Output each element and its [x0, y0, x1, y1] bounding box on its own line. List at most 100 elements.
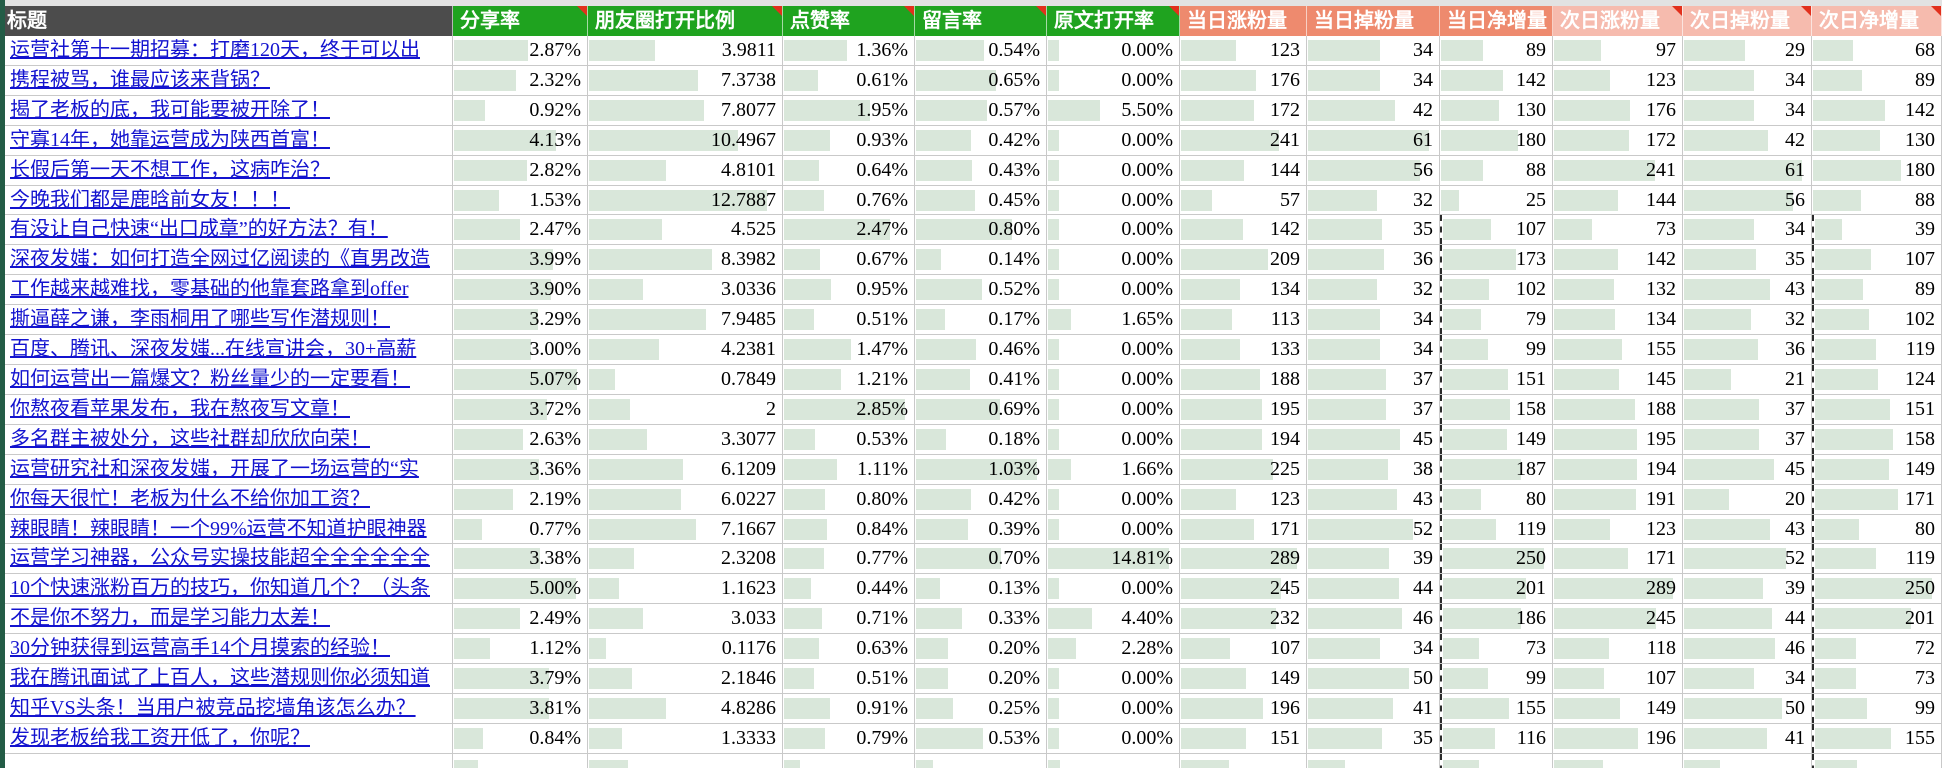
cell-nextday-follow-loss[interactable]: 43 — [1683, 275, 1812, 305]
cell-share-rate[interactable]: 3.79% — [453, 664, 588, 693]
cell-moments-open-ratio[interactable]: 4.8101 — [588, 155, 783, 185]
article-title-link[interactable]: 我在腾讯面试了上百人，这些潜规则你必须知道 — [10, 667, 430, 690]
article-title-link[interactable]: 你每天很忙！老板为什么不给你加工资？ — [10, 487, 370, 510]
cell-day-follow-gain[interactable]: 171 — [1180, 514, 1307, 544]
cell-comment-rate[interactable]: 0.33% — [915, 604, 1047, 634]
article-title-link[interactable]: 携程被骂，谁最应该来背锅？ — [10, 68, 270, 91]
cell-nextday-follow-loss[interactable]: 37 — [1683, 394, 1812, 424]
cell-day-follow-gain[interactable]: 188 — [1180, 364, 1307, 394]
cell-share-rate[interactable]: 3.36% — [453, 454, 588, 484]
cell-like-rate[interactable]: 0.67% — [783, 245, 915, 275]
cell-moments-open-ratio[interactable]: 6.1209 — [588, 454, 783, 484]
cell-moments-open-ratio[interactable]: 3.9811 — [588, 36, 783, 65]
cell-day-follow-gain[interactable] — [1180, 753, 1307, 768]
cell-nextday-follow-loss[interactable]: 21 — [1683, 364, 1812, 394]
cell-original-open-rate[interactable]: 0.00% — [1047, 693, 1180, 723]
cell-original-open-rate[interactable]: 0.00% — [1047, 65, 1180, 95]
cell-original-open-rate[interactable]: 0.00% — [1047, 394, 1180, 424]
cell-original-open-rate[interactable]: 1.65% — [1047, 305, 1180, 335]
cell-day-follow-loss[interactable]: 37 — [1307, 394, 1440, 424]
cell-like-rate[interactable]: 2.85% — [783, 394, 915, 424]
cell-day-net-gain[interactable]: 158 — [1440, 394, 1553, 424]
cell-day-net-gain[interactable]: 151 — [1440, 364, 1553, 394]
cell-share-rate[interactable]: 3.99% — [453, 245, 588, 275]
cell-nextday-net-gain[interactable]: 89 — [1812, 65, 1942, 95]
article-title-link[interactable]: 运营学习神器，公众号实操技能超全全全全全全 — [10, 547, 430, 570]
cell-day-follow-loss[interactable] — [1307, 753, 1440, 768]
cell-day-follow-gain[interactable]: 142 — [1180, 215, 1307, 245]
cell-day-follow-loss[interactable]: 35 — [1307, 215, 1440, 245]
cell-title[interactable]: 携程被骂，谁最应该来背锅？ — [0, 65, 453, 95]
cell-day-follow-gain[interactable]: 107 — [1180, 634, 1307, 664]
cell-original-open-rate[interactable]: 5.50% — [1047, 95, 1180, 125]
cell-nextday-follow-gain[interactable]: 123 — [1553, 514, 1683, 544]
cell-nextday-follow-gain[interactable]: 176 — [1553, 95, 1683, 125]
cell-nextday-net-gain[interactable]: 80 — [1812, 514, 1942, 544]
cell-nextday-follow-loss[interactable]: 46 — [1683, 634, 1812, 664]
cell-comment-rate[interactable]: 0.39% — [915, 514, 1047, 544]
cell-like-rate[interactable]: 0.71% — [783, 604, 915, 634]
cell-day-net-gain[interactable]: 102 — [1440, 275, 1553, 305]
cell-nextday-follow-loss[interactable]: 41 — [1683, 723, 1812, 753]
cell-comment-rate[interactable]: 0.65% — [915, 65, 1047, 95]
cell-nextday-net-gain[interactable]: 89 — [1812, 275, 1942, 305]
column-header-nextday-follow-gain[interactable]: 次日涨粉量 — [1553, 6, 1683, 36]
cell-day-follow-gain[interactable]: 172 — [1180, 95, 1307, 125]
cell-day-follow-gain[interactable]: 245 — [1180, 574, 1307, 604]
cell-day-follow-loss[interactable]: 45 — [1307, 424, 1440, 454]
cell-day-net-gain[interactable]: 99 — [1440, 335, 1553, 364]
cell-comment-rate[interactable]: 0.20% — [915, 664, 1047, 693]
cell-moments-open-ratio[interactable]: 7.3738 — [588, 65, 783, 95]
cell-share-rate[interactable]: 3.81% — [453, 693, 588, 723]
cell-title[interactable]: 深夜发媸：如何打造全网过亿阅读的《直男改造 — [0, 245, 453, 275]
cell-day-follow-gain[interactable]: 225 — [1180, 454, 1307, 484]
column-header-original-open-rate[interactable]: 原文打开率 — [1047, 6, 1180, 36]
cell-title[interactable] — [0, 753, 453, 768]
cell-day-follow-loss[interactable]: 34 — [1307, 335, 1440, 364]
cell-day-net-gain[interactable]: 187 — [1440, 454, 1553, 484]
cell-nextday-follow-loss[interactable]: 34 — [1683, 95, 1812, 125]
cell-title[interactable]: 今晚我们都是鹿晗前女友！！！ — [0, 185, 453, 215]
cell-like-rate[interactable]: 0.91% — [783, 693, 915, 723]
cell-day-net-gain[interactable]: 107 — [1440, 215, 1553, 245]
cell-moments-open-ratio[interactable]: 1.3333 — [588, 723, 783, 753]
cell-nextday-net-gain[interactable]: 39 — [1812, 215, 1942, 245]
cell-day-net-gain[interactable]: 173 — [1440, 245, 1553, 275]
column-header-nextday-follow-loss[interactable]: 次日掉粉量 — [1683, 6, 1812, 36]
cell-day-follow-loss[interactable]: 34 — [1307, 36, 1440, 65]
cell-day-follow-gain[interactable]: 194 — [1180, 424, 1307, 454]
cell-share-rate[interactable]: 0.92% — [453, 95, 588, 125]
cell-original-open-rate[interactable]: 0.00% — [1047, 514, 1180, 544]
cell-share-rate[interactable]: 1.12% — [453, 634, 588, 664]
cell-day-follow-loss[interactable]: 56 — [1307, 155, 1440, 185]
cell-title[interactable]: 工作越来越难找，零基础的他靠套路拿到offer — [0, 275, 453, 305]
cell-nextday-follow-gain[interactable]: 196 — [1553, 723, 1683, 753]
cell-share-rate[interactable]: 0.84% — [453, 723, 588, 753]
article-title-link[interactable]: 运营社第十一期招募：打磨120天，终于可以出 — [10, 39, 420, 61]
cell-nextday-follow-loss[interactable]: 34 — [1683, 215, 1812, 245]
cell-share-rate[interactable]: 5.00% — [453, 574, 588, 604]
cell-title[interactable]: 发现老板给我工资开低了，你呢？ — [0, 723, 453, 753]
column-header-day-net-gain[interactable]: 当日净增量 — [1440, 6, 1553, 36]
cell-nextday-follow-loss[interactable]: 44 — [1683, 604, 1812, 634]
cell-day-net-gain[interactable] — [1440, 753, 1553, 768]
cell-share-rate[interactable]: 0.77% — [453, 514, 588, 544]
article-title-link[interactable]: 今晚我们都是鹿晗前女友！！！ — [10, 188, 290, 211]
cell-nextday-follow-gain[interactable]: 194 — [1553, 454, 1683, 484]
cell-original-open-rate[interactable]: 0.00% — [1047, 723, 1180, 753]
cell-comment-rate[interactable]: 0.57% — [915, 95, 1047, 125]
cell-nextday-net-gain[interactable]: 158 — [1812, 424, 1942, 454]
cell-moments-open-ratio[interactable]: 7.1667 — [588, 514, 783, 544]
cell-original-open-rate[interactable]: 2.28% — [1047, 634, 1180, 664]
cell-share-rate[interactable]: 2.63% — [453, 424, 588, 454]
article-title-link[interactable]: 10个快速涨粉百万的技巧，你知道几个？（头条 — [10, 577, 430, 600]
cell-nextday-follow-loss[interactable] — [1683, 753, 1812, 768]
cell-nextday-follow-loss[interactable]: 45 — [1683, 454, 1812, 484]
column-header-moments-open-ratio[interactable]: 朋友圈打开比例 — [588, 6, 783, 36]
cell-original-open-rate[interactable]: 0.00% — [1047, 185, 1180, 215]
cell-day-net-gain[interactable]: 99 — [1440, 664, 1553, 693]
article-title-link[interactable]: 30分钟获得到运营高手14个月摸索的经验！ — [10, 637, 390, 660]
cell-day-net-gain[interactable]: 142 — [1440, 65, 1553, 95]
cell-day-follow-loss[interactable]: 61 — [1307, 125, 1440, 155]
cell-day-follow-loss[interactable]: 34 — [1307, 65, 1440, 95]
